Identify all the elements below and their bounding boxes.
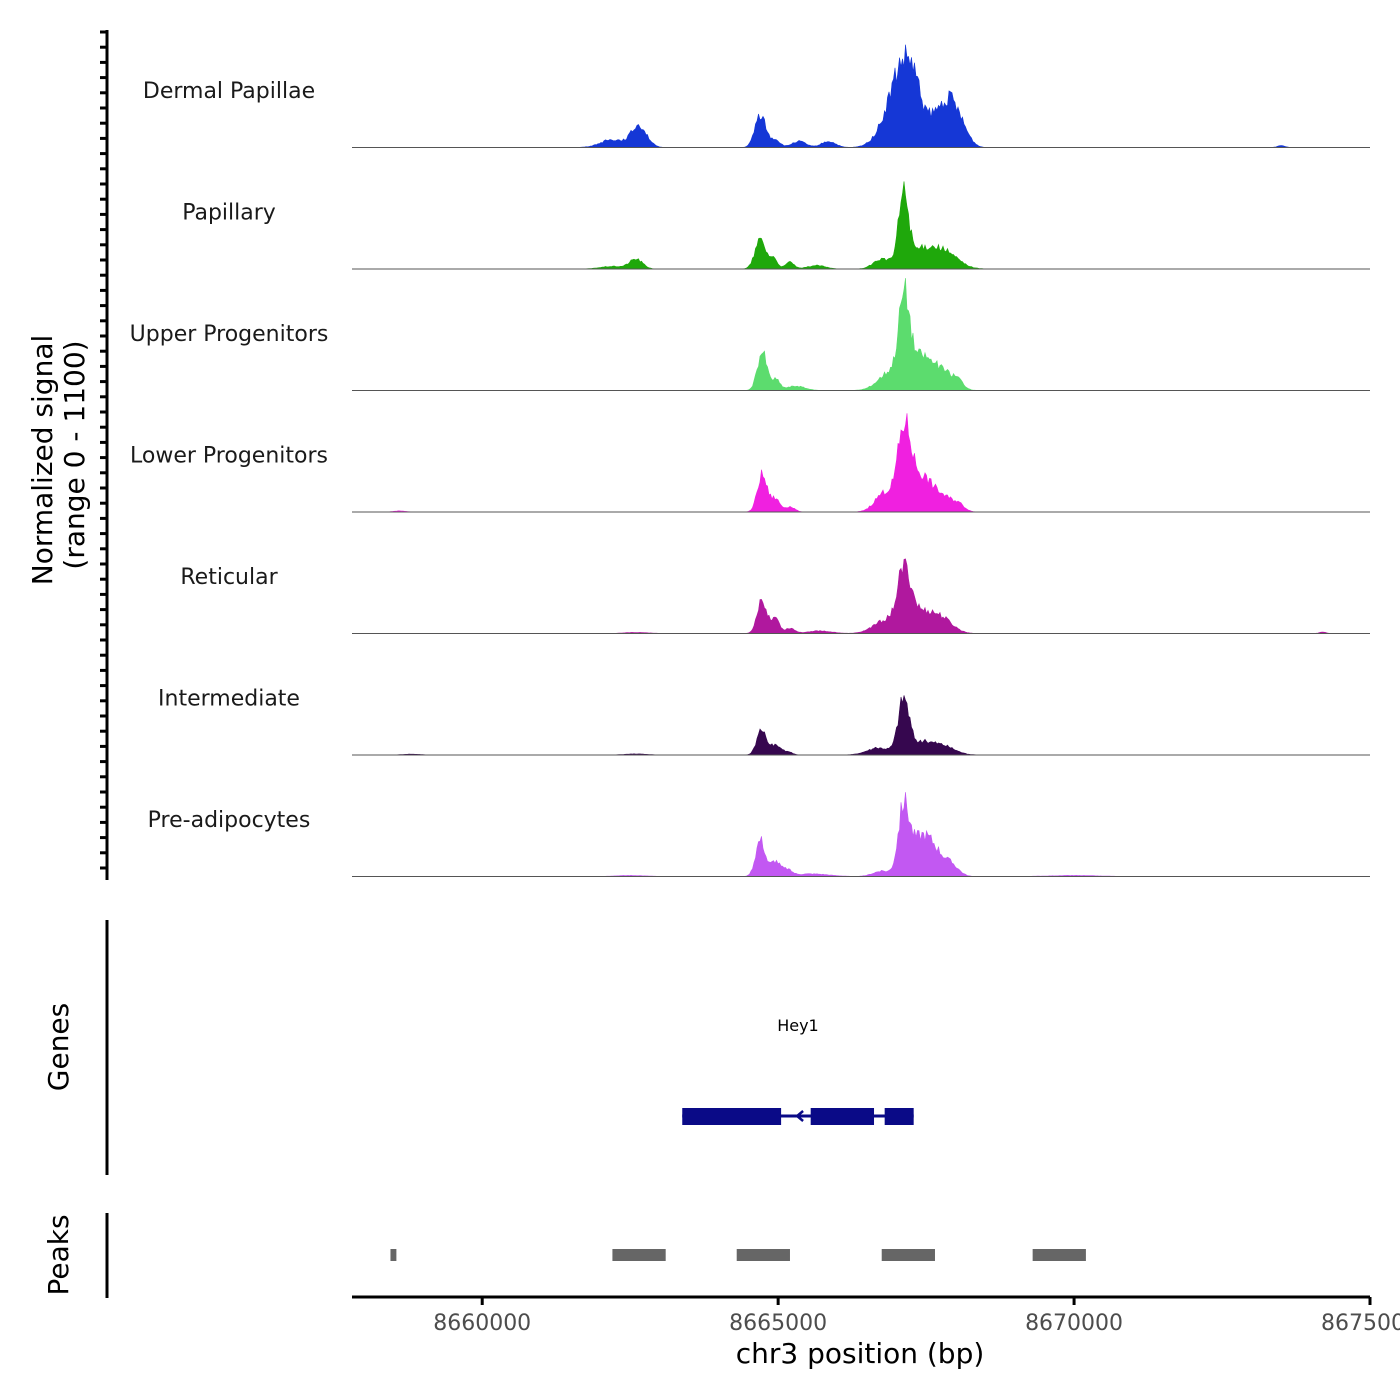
x-tick-label: 8675000 [1321, 1311, 1400, 1336]
track-label: Intermediate [158, 687, 300, 712]
genes-track-title: Genes [42, 1003, 75, 1091]
track-label: Upper Progenitors [130, 322, 329, 347]
x-tick-label: 8665000 [729, 1311, 827, 1336]
y-axis-title: Normalized signal [26, 335, 59, 586]
x-tick-label: 8660000 [433, 1311, 531, 1336]
peak-track [390, 1249, 1086, 1261]
signal-area [352, 278, 1370, 391]
peak-region [390, 1249, 397, 1261]
signal-area [352, 792, 1370, 877]
x-axis-title: chr3 position (bp) [736, 1337, 985, 1370]
track-label: Pre-adipocytes [148, 808, 311, 833]
track-dermal-papillae: Dermal Papillae [143, 44, 1370, 148]
signal-area [352, 181, 1370, 270]
y-axis-range-label: (range 0 - 1100) [58, 340, 91, 569]
signal-tracks: Dermal Papillae Papillary Upper Progenitor… [130, 44, 1370, 877]
signal-area [352, 44, 1370, 148]
track-label: Papillary [182, 201, 276, 226]
gene-exon [884, 1108, 914, 1125]
track-upper-progenitors: Upper Progenitors [130, 278, 1370, 391]
gene-exon [682, 1108, 782, 1125]
track-label: Reticular [180, 565, 278, 590]
track-label: Dermal Papillae [143, 79, 315, 104]
signal-axis-ticks [100, 30, 107, 870]
peaks-track-title: Peaks [42, 1214, 75, 1295]
signal-area [352, 413, 1370, 513]
track-lower-progenitors: Lower Progenitors [130, 413, 1370, 513]
signal-area [352, 695, 1370, 756]
x-axis: 8660000 8665000 8670000 8675000 [352, 1295, 1400, 1336]
x-axis-ticks: 8660000 8665000 8670000 8675000 [433, 1297, 1400, 1336]
x-tick-label: 8670000 [1025, 1311, 1123, 1336]
track-intermediate: Intermediate [158, 687, 1370, 756]
signal-area [352, 558, 1370, 634]
strand-arrow-icon [795, 1110, 804, 1122]
gene-exon [810, 1108, 875, 1125]
peak-region [1032, 1249, 1086, 1261]
track-pre-adipocytes: Pre-adipocytes [148, 792, 1370, 877]
track-reticular: Reticular [180, 558, 1370, 634]
signal-y-axis [100, 30, 109, 880]
track-papillary: Papillary [182, 181, 1370, 270]
track-label: Lower Progenitors [130, 444, 328, 469]
peak-region [881, 1249, 935, 1261]
gene-hey1: Hey1 [682, 1016, 914, 1125]
peak-region [736, 1249, 790, 1261]
gene-track: Hey1 [682, 1016, 914, 1125]
gene-name-label: Hey1 [777, 1016, 819, 1035]
peak-region [612, 1249, 666, 1261]
